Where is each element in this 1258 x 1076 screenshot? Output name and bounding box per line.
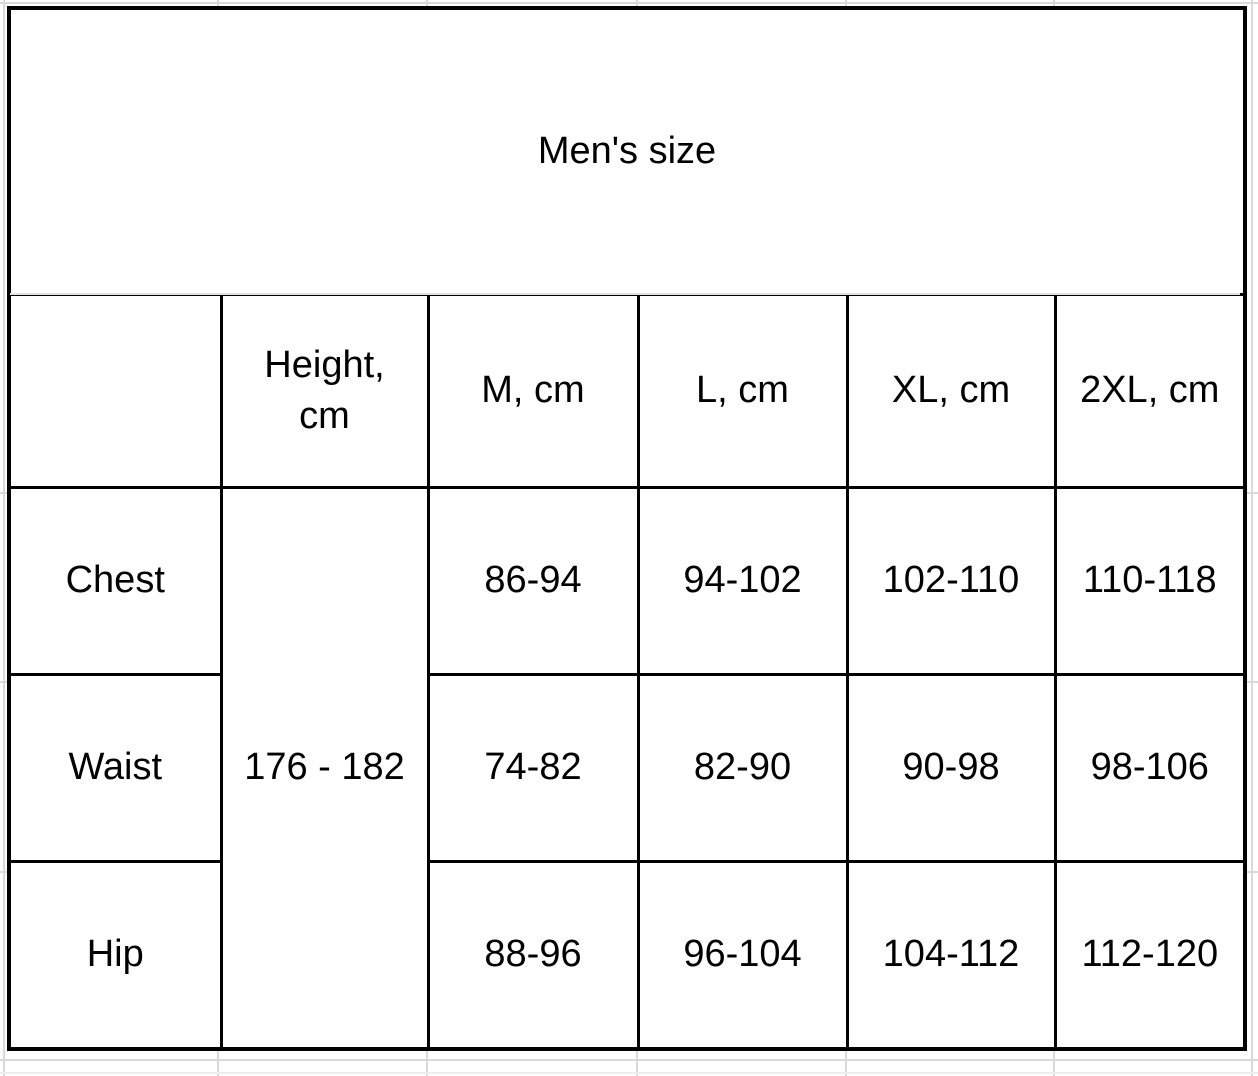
- cell-hip-xl: 104-112: [845, 860, 1057, 1051]
- height-value-cell: 176 - 182: [219, 486, 430, 1051]
- cell-chest-xl: 102-110: [845, 486, 1057, 676]
- header-size-2xl: 2XL, cm: [1053, 293, 1247, 489]
- cell-chest-2xl: 110-118: [1053, 486, 1247, 676]
- header-row: Height, cm M, cm L, cm XL, cm 2XL, cm: [7, 293, 1247, 489]
- header-size-m: M, cm: [426, 293, 640, 489]
- title-row: Men's size: [7, 6, 1247, 296]
- cell-chest-m: 86-94: [426, 486, 640, 676]
- gridline-vertical: [3, 0, 5, 1076]
- cell-waist-l: 82-90: [636, 673, 849, 863]
- cell-waist-xl: 90-98: [845, 673, 1057, 863]
- table-row-hip: Hip 88-96 96-104 104-112 112-120: [7, 860, 1247, 1051]
- row-label-hip: Hip: [7, 860, 223, 1051]
- header-size-l: L, cm: [636, 293, 849, 489]
- row-label-waist: Waist: [7, 673, 223, 863]
- gridline-horizontal: [0, 1072, 1258, 1074]
- header-empty-cell: [7, 293, 223, 489]
- table-title: Men's size: [7, 6, 1247, 296]
- table-row-waist: Waist 74-82 82-90 90-98 98-106: [7, 673, 1247, 863]
- cell-hip-l: 96-104: [636, 860, 849, 1051]
- cell-waist-m: 74-82: [426, 673, 640, 863]
- cell-waist-2xl: 98-106: [1053, 673, 1247, 863]
- gridline-horizontal: [0, 2, 1258, 4]
- gridline-horizontal: [0, 1059, 1258, 1061]
- header-size-xl: XL, cm: [845, 293, 1057, 489]
- cell-hip-m: 88-96: [426, 860, 640, 1051]
- header-height-cell: Height, cm: [219, 293, 430, 489]
- gridline-vertical: [1251, 0, 1253, 1076]
- mens-size-table: Men's size Height, cm M, cm L, cm XL, cm…: [7, 6, 1248, 1051]
- cell-hip-2xl: 112-120: [1053, 860, 1247, 1051]
- row-label-chest: Chest: [7, 486, 223, 676]
- header-height-label: Height, cm: [264, 343, 385, 437]
- table-row-chest: Chest 176 - 182 86-94 94-102 102-110 110…: [7, 486, 1247, 1051]
- cell-chest-l: 94-102: [636, 486, 849, 676]
- faint-gridline-above-header: [10, 293, 1240, 295]
